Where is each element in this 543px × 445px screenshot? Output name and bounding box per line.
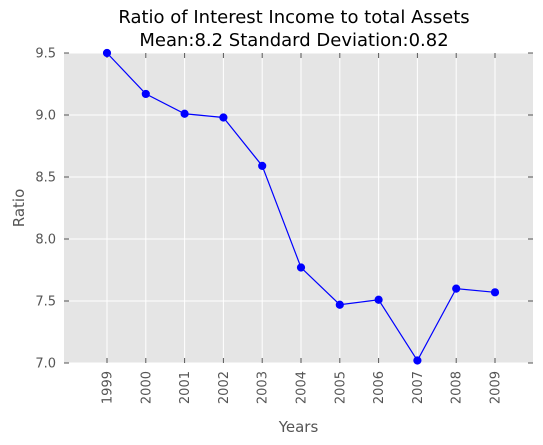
x-tick-label: 1999: [101, 371, 116, 404]
y-tick-label: 7.0: [35, 357, 56, 372]
x-tick-label: 2007: [411, 371, 426, 404]
chart-subtitle: Mean:8.2 Standard Deviation:0.82: [139, 30, 449, 51]
data-point: [413, 356, 422, 365]
x-tick-label: 2001: [178, 371, 193, 404]
data-point: [102, 48, 112, 58]
data-point: [180, 109, 189, 118]
x-tick-label: 2002: [217, 371, 232, 404]
y-tick-label: 9.0: [35, 109, 56, 124]
series-line-layer: [102, 48, 500, 365]
data-point: [258, 161, 267, 170]
y-tick-label: 8.0: [35, 233, 56, 248]
chart-title: Ratio of Interest Income to total Assets: [118, 7, 470, 28]
x-tick-label: 2000: [139, 371, 154, 404]
x-tick-label: 2008: [450, 371, 465, 404]
data-point: [374, 295, 383, 304]
plot-area: [64, 53, 533, 363]
x-tick-label: 2004: [295, 371, 310, 404]
y-tick-label: 8.5: [35, 171, 56, 186]
data-point: [335, 300, 344, 309]
y-tick-label: 7.5: [35, 295, 56, 310]
x-tick-label: 2009: [489, 371, 504, 404]
y-tick-label: 9.5: [35, 47, 56, 62]
data-point: [141, 89, 150, 99]
data-point: [219, 113, 228, 122]
grid-lines: [64, 52, 533, 364]
x-tick-label: 2005: [333, 371, 348, 404]
axis-ticks: [64, 52, 533, 364]
x-axis-label: Years: [278, 418, 319, 436]
x-tick-label: 2003: [256, 371, 271, 404]
data-point: [452, 284, 461, 293]
y-axis-label: Ratio: [10, 189, 28, 228]
x-tick-label: 2006: [372, 371, 387, 404]
data-point: [296, 263, 306, 272]
y-tick-labels: 7.0 7.5 8.0 8.5 9.0 9.5: [35, 47, 56, 372]
data-point: [490, 288, 500, 297]
x-tick-labels: 1999 2000 2001 2002 2003 2004 2005 2006 2007 2008…: [101, 371, 504, 404]
